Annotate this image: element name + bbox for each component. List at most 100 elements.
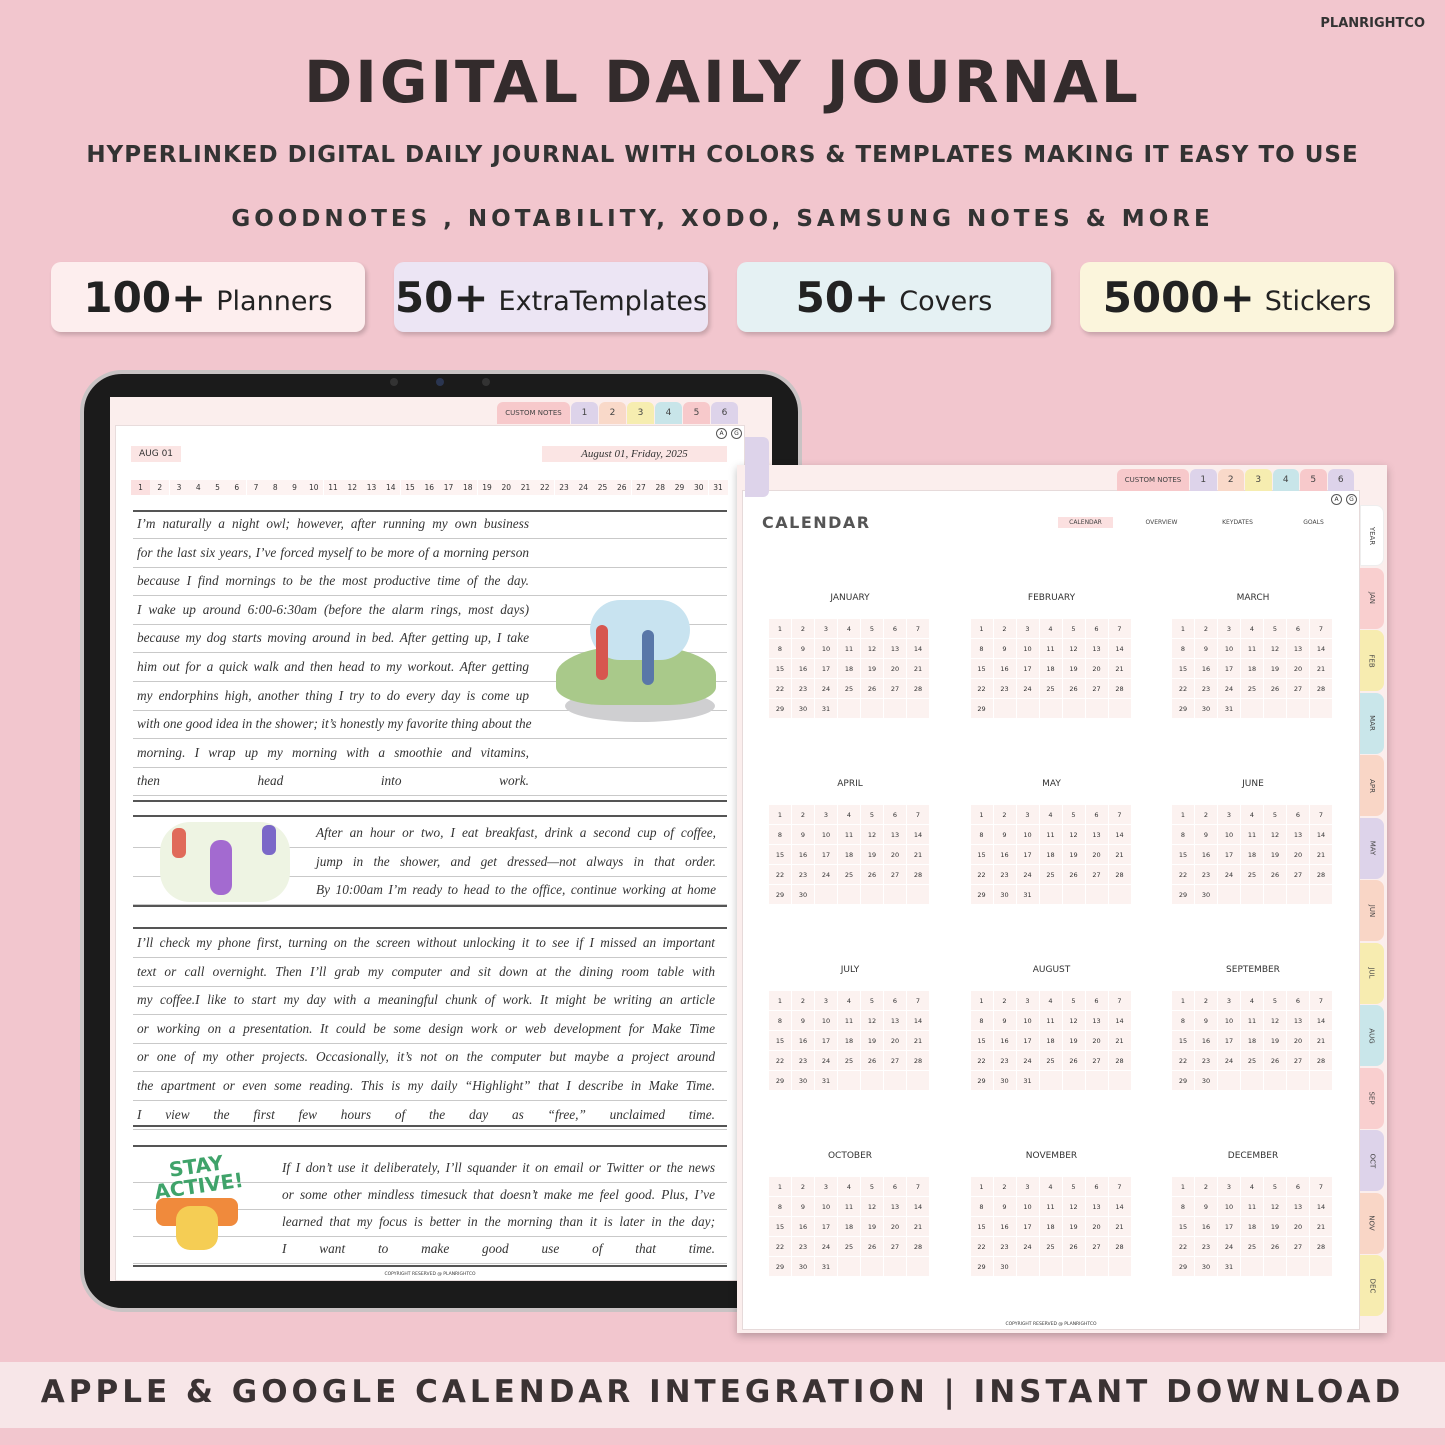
day-cell: 7: [1310, 619, 1332, 638]
empty-cell: [838, 885, 860, 904]
day-cell: 18: [1241, 659, 1263, 678]
side-tab: JAN: [1360, 567, 1384, 629]
day-cell: 4: [838, 805, 860, 824]
day-cell: 5: [1264, 619, 1286, 638]
day-cell: 2: [1195, 991, 1217, 1010]
top-tab: 6: [711, 402, 738, 424]
top-tab: 5: [683, 402, 710, 424]
day-cell: 14: [1310, 1011, 1332, 1030]
empty-cell: [907, 1071, 929, 1090]
line-rule: [133, 681, 727, 682]
day-cell: 22: [970, 1051, 993, 1070]
badge-label: Stickers: [1264, 285, 1372, 317]
day-cell: 15: [769, 1031, 791, 1050]
day-cell: 6: [1085, 991, 1108, 1010]
camera: [436, 378, 444, 386]
day-cell: 1: [1172, 619, 1194, 638]
apps: GOODNOTES , NOTABILITY, XODO, SAMSUNG NO…: [231, 206, 1214, 232]
day-cell: 24: [1016, 865, 1039, 884]
calendar-nav: OVERVIEW: [1145, 519, 1178, 526]
day-cell: 6: [1287, 1177, 1309, 1196]
empty-cell: [884, 699, 906, 718]
day-cell: 24: [815, 865, 837, 884]
day-cell: 6: [1085, 805, 1108, 824]
side-tab: DEC: [1360, 1255, 1384, 1316]
day-cell: 8: [769, 1011, 791, 1030]
day-cell: 28: [1108, 679, 1131, 698]
day-cell: 5: [1062, 991, 1085, 1010]
empty-cell: [1287, 1071, 1309, 1090]
day-cell: 2: [792, 805, 814, 824]
line-rule: [133, 1209, 727, 1210]
empty-cell: [1085, 1257, 1108, 1276]
footer-band: [0, 1362, 1445, 1428]
day-cell: 5: [1062, 619, 1085, 638]
section-rule: [133, 1265, 727, 1267]
day-cell: 12: [1062, 1197, 1085, 1216]
day-cell: 17: [1218, 659, 1240, 678]
day-cell: 27: [1085, 679, 1108, 698]
day-cell: 21: [516, 480, 535, 495]
day-cell: 12: [1062, 639, 1085, 658]
day-cell: 26: [1264, 1051, 1286, 1070]
day-cell: 12: [861, 639, 883, 658]
empty-cell: [1287, 1257, 1309, 1276]
day-cell: 17: [1218, 845, 1240, 864]
day-cell: 23: [1195, 865, 1217, 884]
month-name: NOVEMBER: [1025, 1151, 1078, 1161]
side-tab: MAR: [1360, 692, 1384, 754]
day-cell: 3: [169, 480, 189, 495]
line-rule: [133, 1100, 727, 1101]
date-tag: AUG 01: [131, 446, 181, 462]
day-cell: 12: [1062, 825, 1085, 844]
line-rule: [133, 566, 727, 568]
day-cell: 8: [769, 1197, 791, 1216]
side-tab: MAY: [1360, 817, 1384, 879]
day-cell: 9: [993, 1197, 1016, 1216]
day-cell: 27: [884, 679, 906, 698]
account-icon: A: [716, 428, 727, 439]
journal-line: for the last six years, I’ve forced myse…: [137, 544, 529, 560]
section-rule: [133, 815, 727, 817]
empty-cell: [1016, 1257, 1039, 1276]
day-cell: 29: [1172, 1257, 1194, 1276]
day-cell: 13: [884, 1197, 906, 1216]
day-cell: 26: [861, 1051, 883, 1070]
day-cell: 3: [815, 619, 837, 638]
day-cell: 15: [1172, 659, 1194, 678]
day-cell: 29: [769, 1071, 791, 1090]
day-cell: 9: [792, 825, 814, 844]
day-cell: 18: [1039, 845, 1062, 864]
month-name: APRIL: [837, 779, 863, 789]
day-cell: 11: [1039, 639, 1062, 658]
brand: PLANRIGHTCO: [1320, 16, 1425, 31]
day-cell: 9: [792, 1011, 814, 1030]
empty-cell: [1264, 885, 1286, 904]
day-cell: 15: [1172, 845, 1194, 864]
empty-cell: [1062, 885, 1085, 904]
day-cell: 25: [838, 1237, 860, 1256]
top-tab: CUSTOM NOTES: [497, 402, 570, 424]
day-cell: 23: [792, 679, 814, 698]
empty-cell: [838, 699, 860, 718]
day-cell: 23: [993, 1237, 1016, 1256]
empty-cell: [993, 699, 1016, 718]
day-cell: 29: [1172, 699, 1194, 718]
day-cell: 24: [815, 1237, 837, 1256]
empty-cell: [1039, 885, 1062, 904]
line-rule: [133, 847, 727, 848]
day-cell: 6: [884, 619, 906, 638]
day-cell: 27: [1287, 1237, 1309, 1256]
day-cell: 1: [1172, 1177, 1194, 1196]
side-tab: JUL: [1360, 942, 1384, 1004]
day-cell: 5: [208, 480, 227, 495]
day-cell: 12: [1062, 1011, 1085, 1030]
day-cell: 25: [1039, 865, 1062, 884]
copyright: COPYRIGHT RESERVED @ PLANRIGHTCO: [1005, 1322, 1097, 1327]
day-cell: 13: [1287, 639, 1309, 658]
day-cell: 3: [1016, 619, 1039, 638]
day-cell: 7: [907, 619, 929, 638]
day-cell: 6: [884, 805, 906, 824]
day-cell: 19: [861, 845, 883, 864]
journal-line: my coffee.I like to start my day with a …: [137, 992, 715, 1008]
